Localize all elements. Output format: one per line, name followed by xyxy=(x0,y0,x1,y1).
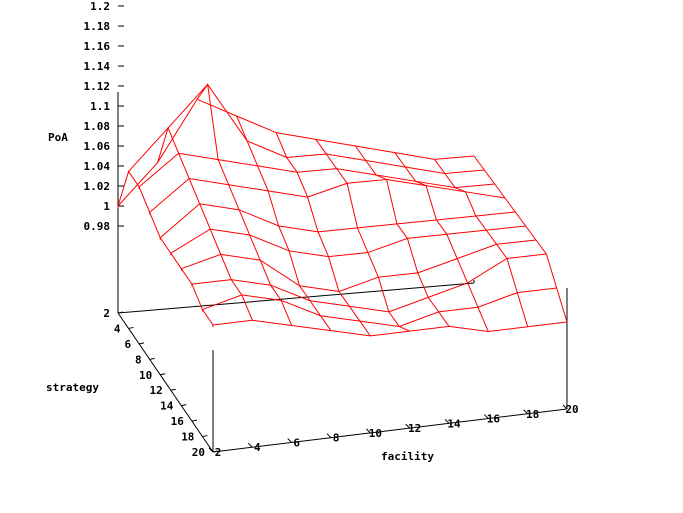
z-tick-label: 1 xyxy=(103,200,110,213)
facility-tick-mark xyxy=(208,447,214,453)
z-tick-label: 1.06 xyxy=(84,140,111,153)
facility-tick-label: 12 xyxy=(408,422,421,435)
mesh-line-facility-4 xyxy=(157,126,253,321)
strategy-tick-label: 12 xyxy=(150,384,163,397)
facility-tick-mark xyxy=(365,428,371,434)
strategy-tick-mark xyxy=(139,342,145,345)
z-tick-label: 1.16 xyxy=(84,40,111,53)
z-tick-label: 1.04 xyxy=(84,160,111,173)
base-edge-back xyxy=(117,282,475,314)
facility-tick-mark xyxy=(483,414,489,419)
mesh-line-facility-6 xyxy=(196,83,293,326)
strategy-tick-mark xyxy=(160,373,166,376)
strategy-tick-label: 16 xyxy=(171,415,185,428)
mesh-line-strategy-8 xyxy=(149,177,506,213)
strategy-tick-label: 18 xyxy=(181,431,194,444)
strategy-tick-mark xyxy=(117,311,124,314)
facility-tick-mark xyxy=(444,418,450,424)
facility-tick-mark xyxy=(523,409,529,415)
strategy-tick-label: 10 xyxy=(139,369,152,382)
mesh-line-facility-8 xyxy=(236,115,332,331)
strategy-tick-mark xyxy=(212,450,219,453)
mesh-line-facility-16 xyxy=(394,152,489,332)
z-tick-label: 1.18 xyxy=(84,20,111,33)
x-axis-label: facility xyxy=(381,450,434,463)
tick-labels: 0.98 1 1.02 1.04 1.06 1.08 1.1 1.12 1.14 1.16 1.18… xyxy=(84,0,579,459)
strategy-tick-mark xyxy=(128,326,134,329)
strategy-axis xyxy=(117,312,214,453)
strategy-tick-mark xyxy=(181,404,187,407)
strategy-tick-label: 14 xyxy=(160,400,174,413)
facility-tick-label: 2 xyxy=(215,446,222,459)
facility-tick-label: 14 xyxy=(447,417,461,430)
z-tick-label: 1.2 xyxy=(90,0,110,13)
facility-tick-mark xyxy=(326,433,332,439)
mesh-line-strategy-16 xyxy=(191,253,547,313)
mesh-line-strategy-12 xyxy=(170,225,526,258)
facility-tick-label: 20 xyxy=(565,403,578,416)
facility-tick-label: 10 xyxy=(369,427,382,440)
facility-tick-label: 4 xyxy=(254,441,261,454)
z-tick-label: 1.12 xyxy=(84,80,111,93)
z-tick-label: 1.14 xyxy=(84,60,111,73)
mesh-line-facility-10 xyxy=(275,132,371,337)
z-tick-label: 1.02 xyxy=(84,180,111,193)
mesh-line-facility-20 xyxy=(473,155,568,323)
z-tick-label: 1.08 xyxy=(84,120,111,133)
facility-tick-label: 18 xyxy=(526,408,539,421)
strategy-tick-mark xyxy=(170,388,176,391)
facility-axis xyxy=(212,408,568,453)
mesh-line-strategy-10 xyxy=(159,203,516,239)
mesh-line-strategy-6 xyxy=(138,152,495,189)
facility-tick-mark xyxy=(562,404,568,410)
strategy-tick-mark xyxy=(149,357,155,360)
strategy-tick-label: 6 xyxy=(124,338,131,351)
mesh-line-facility-12 xyxy=(315,139,410,332)
z-tick-label: 0.98 xyxy=(84,220,111,233)
axes-layer xyxy=(117,92,568,453)
strategy-tick-mark xyxy=(191,419,197,422)
facility-tick-label: 16 xyxy=(487,413,501,426)
mesh-line-strategy-14 xyxy=(181,239,537,292)
y-axis-label: strategy xyxy=(46,381,99,394)
strategy-tick-label: 4 xyxy=(114,322,121,335)
strategy-tick-mark xyxy=(202,435,208,438)
facility-tick-mark xyxy=(247,442,253,448)
facility-tick-mark xyxy=(287,438,293,443)
facility-tick-label: 6 xyxy=(293,436,300,449)
mesh-line-strategy-18 xyxy=(202,287,557,327)
mesh-line-strategy-2 xyxy=(117,98,475,207)
z-axis-label: PoA xyxy=(48,131,68,144)
mesh-line-facility-18 xyxy=(434,159,529,327)
strategy-tick-label: 20 xyxy=(192,446,205,459)
surface-mesh xyxy=(117,83,568,337)
z-tick-label: 1.1 xyxy=(90,100,110,113)
mesh-line-strategy-20 xyxy=(212,319,568,337)
mesh-line-facility-2 xyxy=(117,170,214,326)
strategy-tick-label: 8 xyxy=(135,353,142,366)
mesh-line-facility-14 xyxy=(354,145,450,327)
facility-tick-mark xyxy=(405,423,411,429)
strategy-tick-label: 2 xyxy=(103,307,110,320)
mesh-line-strategy-4 xyxy=(128,83,485,174)
facility-tick-label: 8 xyxy=(333,432,340,445)
